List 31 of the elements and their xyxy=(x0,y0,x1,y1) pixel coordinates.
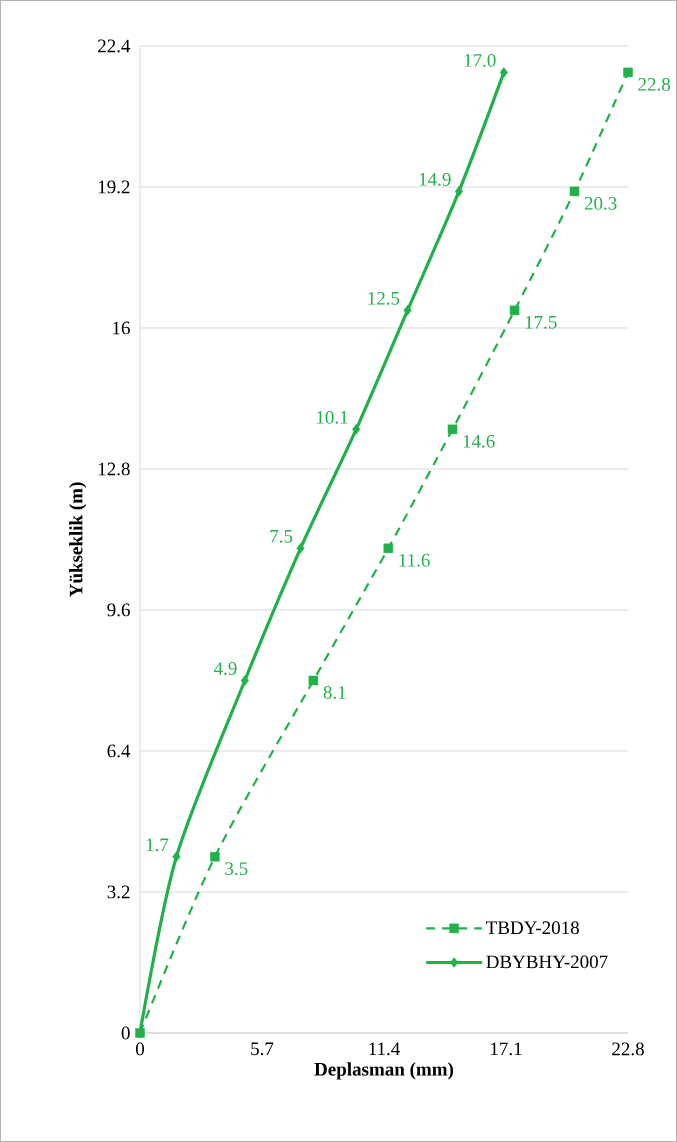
data-label: 14.9 xyxy=(419,173,451,186)
legend-label: TBDY-2018 xyxy=(486,921,579,935)
x-tick-label: 0 xyxy=(135,1042,145,1056)
x-axis-title: Deplasman (mm) xyxy=(314,1062,454,1080)
data-label: 11.6 xyxy=(399,553,430,567)
data-label: 7.5 xyxy=(270,530,293,543)
y-tick-label: 16 xyxy=(113,321,130,335)
x-tick-label: 17.1 xyxy=(491,1042,522,1056)
data-label: 4.9 xyxy=(213,662,237,675)
y-tick-label: 22.4 xyxy=(98,39,131,53)
y-axis-title: Yükseklik (m) xyxy=(69,482,87,597)
y-tick-label: 0 xyxy=(121,1026,130,1040)
data-label: 20.3 xyxy=(584,196,617,210)
legend-label: DBYBHY-2007 xyxy=(486,955,608,969)
y-tick-label: 3.2 xyxy=(107,885,130,899)
data-label: 17.5 xyxy=(525,315,557,329)
data-label: 22.8 xyxy=(638,77,671,91)
y-tick-label: 6.4 xyxy=(107,744,131,758)
data-label: 1.7 xyxy=(146,838,169,852)
data-label: 17.0 xyxy=(464,53,496,67)
data-label: 10.1 xyxy=(317,410,348,424)
x-tick-label: 5.7 xyxy=(251,1042,274,1056)
data-label: 14.6 xyxy=(463,434,495,448)
y-tick-label: 19.2 xyxy=(98,180,130,194)
data-label: 12.5 xyxy=(368,291,400,305)
data-label: 8.1 xyxy=(323,686,346,699)
x-tick-label: 22.8 xyxy=(612,1042,644,1056)
y-tick-label: 9.6 xyxy=(107,603,130,617)
y-tick-label: 12.8 xyxy=(98,462,130,476)
x-tick-label: 11.4 xyxy=(369,1042,400,1056)
data-label: 3.5 xyxy=(225,862,248,876)
